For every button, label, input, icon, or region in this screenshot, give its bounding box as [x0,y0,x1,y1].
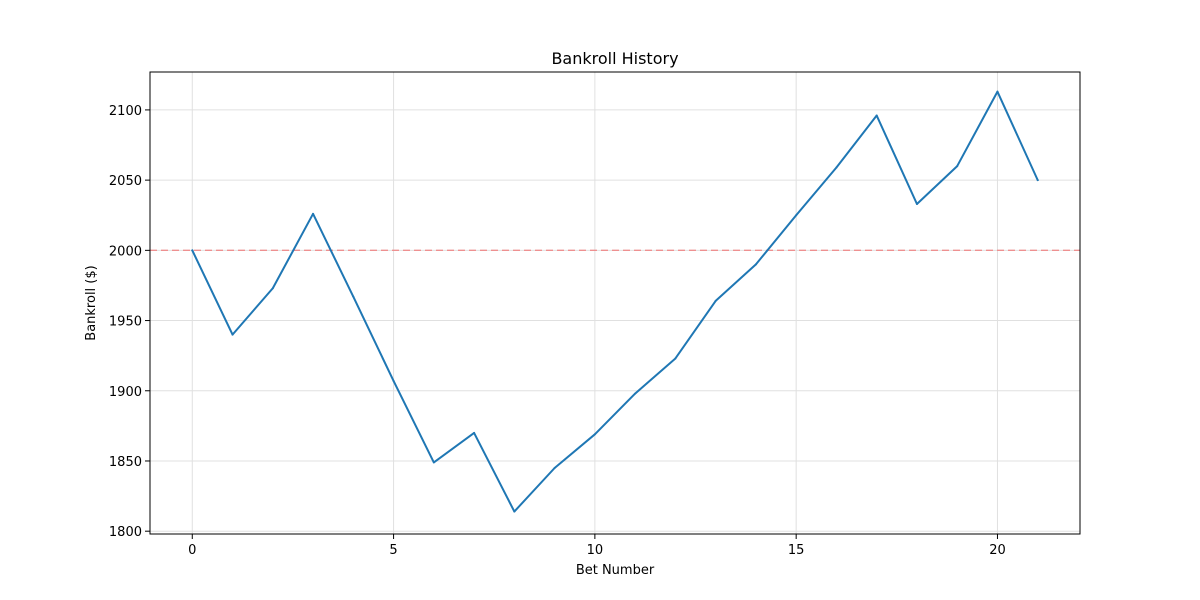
bankroll-data-point [553,467,556,469]
bankroll-data-point [956,165,959,168]
bankroll-data-point [674,357,677,360]
y-tick-label: 2000 [109,244,142,259]
chart-title: Bankroll History [551,49,678,68]
bankroll-data-point [1036,179,1039,182]
bankroll-data-point [432,461,435,464]
y-tick-label: 1850 [109,455,142,470]
x-axis-label: Bet Number [576,563,655,578]
bankroll-data-point [996,90,999,93]
x-tick-label: 0 [188,543,196,558]
bankroll-data-point [754,263,757,266]
bankroll-data-point [915,203,918,205]
series-layer [191,90,1039,513]
x-tick-label: 5 [389,543,397,558]
plot-area-frame [149,71,1081,535]
bankroll-data-point [593,433,596,436]
bankroll-series-line [191,90,1039,513]
y-tick-label: 2050 [109,174,142,189]
bankroll-data-point [312,212,315,215]
y-tick-label: 2100 [109,104,142,119]
y-tick-label: 1800 [109,525,142,540]
bankroll-data-point [271,287,274,290]
bankroll-data-point [473,431,476,434]
y-tick-label: 1950 [109,315,142,330]
x-tick-label: 10 [587,543,604,558]
y-tick-label: 1900 [109,385,142,400]
bankroll-data-point [513,510,516,513]
bankroll-data-point [795,214,798,217]
bankroll-data-point [714,299,717,302]
x-tick-label: 20 [989,543,1006,558]
y-axis-label: Bankroll ($) [84,265,99,340]
axis-ticks: 0 5 10 15 20 1800 1850 1900 1950 2000 2050 2100 [109,104,1006,558]
bankroll-data-point [392,379,395,382]
bankroll-data-point [634,392,637,395]
bankroll-data-point [352,295,355,298]
bankroll-data-point [835,166,838,169]
bankroll-data-point [191,249,194,252]
bankroll-data-point [231,333,234,336]
bankroll-data-point [875,114,878,117]
x-tick-label: 15 [788,543,805,558]
